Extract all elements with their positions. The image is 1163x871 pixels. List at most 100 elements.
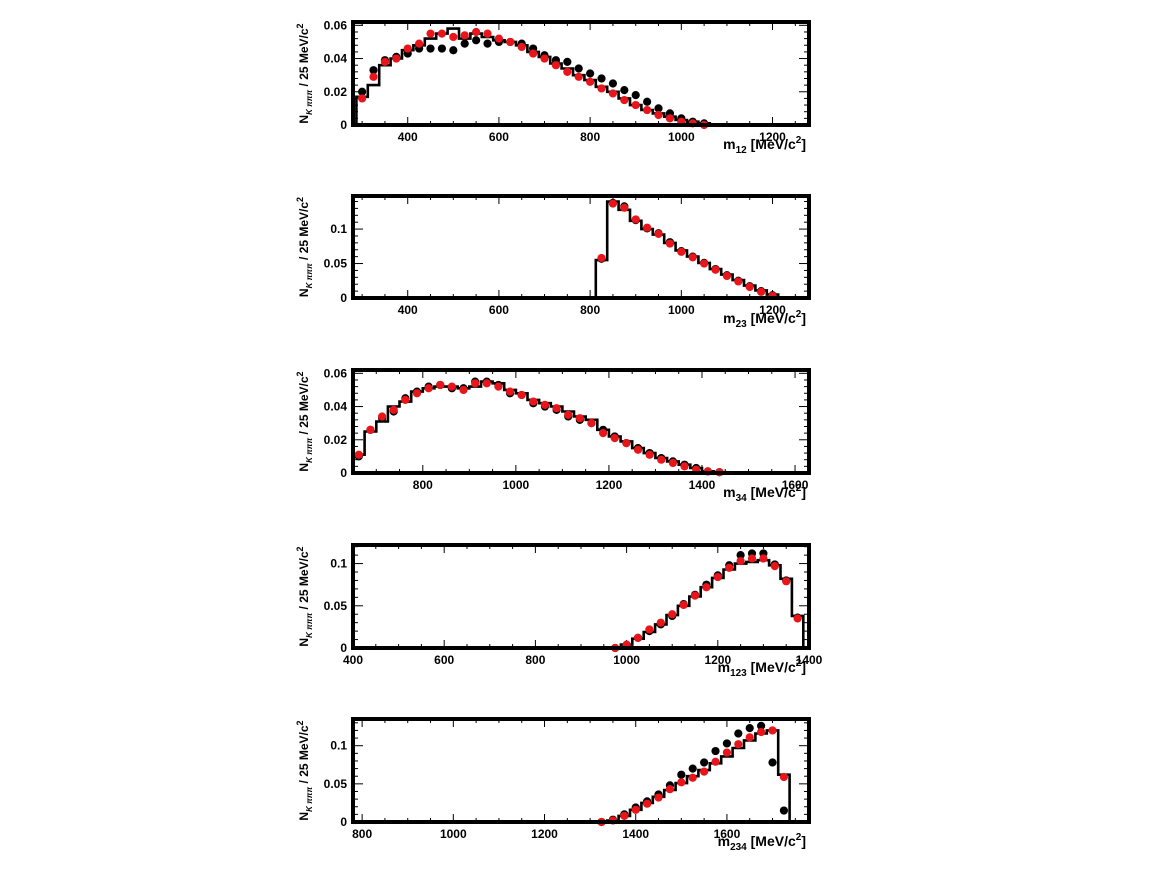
data-point — [529, 49, 538, 58]
data-point — [437, 29, 447, 38]
x-tick-label: 1200 — [704, 653, 731, 667]
y-tick-label: 0.05 — [324, 599, 348, 613]
data-point — [597, 74, 606, 83]
plot-panel-4: 400 600 800 1000 1200 1400 0 0.05 0.1 m123 [MeV/c… — [295, 543, 823, 679]
plot-panel-2: 400 600 800 1000 1200 0 0.05 0.1 m23 [MeV/c2] NK … — [295, 194, 811, 330]
y-axis-title: NK πππ / 25 MeV/c2 — [295, 546, 314, 646]
y-axis-title: NK πππ / 25 MeV/c2 — [295, 197, 314, 297]
x-tick-label: 800 — [580, 130, 600, 144]
x-tick-label: 1000 — [668, 130, 695, 144]
plot-frame — [351, 194, 811, 300]
data-point — [734, 729, 743, 738]
data-point — [540, 400, 550, 409]
x-tick-label: 600 — [434, 653, 454, 667]
data-point — [563, 67, 572, 76]
data-point — [358, 94, 367, 103]
data-point — [665, 114, 675, 123]
data-point — [759, 554, 768, 563]
data-point — [551, 61, 561, 70]
y-tick-label: 0.02 — [324, 85, 348, 99]
data-point — [529, 397, 538, 406]
x-tick-label: 1000 — [503, 478, 530, 492]
data-point — [377, 412, 387, 421]
data-point — [768, 758, 777, 767]
y-tick-label: 0.1 — [330, 739, 347, 753]
y-tick-label: 0.1 — [330, 557, 347, 571]
data-point — [680, 462, 689, 471]
data-point — [620, 86, 629, 95]
data-point — [369, 72, 378, 81]
data-point — [688, 773, 697, 782]
data-point — [574, 64, 583, 73]
data-point — [424, 384, 433, 393]
data-point — [354, 450, 363, 459]
data-point — [656, 618, 665, 627]
data-point — [722, 739, 732, 748]
x-tick-label: 1200 — [759, 130, 786, 144]
data-point — [540, 54, 549, 63]
data-point — [471, 379, 480, 388]
y-tick-label: 0.06 — [324, 18, 348, 32]
y-tick-label: 0.02 — [324, 433, 348, 447]
plot-panel-1: 400 600 800 1000 1200 0 0.02 0.04 0.06 m12 [MeV/c… — [295, 18, 811, 156]
histogram-line — [351, 380, 727, 474]
red-marker-series — [354, 379, 724, 477]
x-axis-title: m123 [MeV/c2] — [718, 658, 806, 679]
data-point — [472, 27, 481, 37]
data-point — [643, 97, 652, 106]
data-point — [460, 31, 469, 40]
data-point — [700, 767, 709, 776]
x-tick-label: 600 — [489, 303, 509, 317]
data-point — [459, 385, 468, 395]
plot-panel-5: 800 1000 1200 1400 1600 0 0.05 0.1 m234 [MeV/c2]… — [295, 717, 811, 853]
x-tick-label: 1000 — [440, 827, 467, 841]
y-axis-title: NK πππ / 25 MeV/c2 — [295, 23, 314, 123]
data-point — [643, 105, 652, 115]
data-point — [552, 404, 561, 413]
data-point — [564, 410, 573, 419]
data-point — [436, 380, 445, 390]
x-tick-label: 1200 — [596, 478, 623, 492]
data-point — [506, 37, 515, 47]
data-point — [725, 563, 734, 572]
data-point — [460, 39, 469, 48]
data-point — [620, 95, 629, 105]
data-point — [620, 811, 629, 820]
data-point — [437, 44, 447, 53]
data-point — [401, 395, 410, 405]
data-point — [793, 614, 802, 623]
data-point — [608, 79, 618, 88]
data-point — [679, 600, 688, 610]
data-point — [620, 203, 629, 212]
x-tick-label: 1600 — [782, 478, 809, 492]
data-point — [599, 429, 608, 438]
data-point — [711, 265, 720, 274]
y-tick-label: 0 — [340, 291, 347, 305]
data-point — [426, 29, 435, 38]
data-point — [447, 382, 456, 391]
x-axis-title: m234 [MeV/c2] — [718, 832, 806, 853]
data-point — [668, 610, 677, 619]
data-point — [392, 54, 401, 63]
plot-frame — [351, 368, 811, 475]
data-point — [517, 390, 526, 400]
x-tick-label: 1600 — [714, 827, 741, 841]
data-point — [757, 721, 766, 730]
data-point — [622, 438, 631, 448]
y-axis-title: NK πππ / 25 MeV/c2 — [295, 371, 314, 471]
data-point — [586, 69, 595, 78]
data-point — [757, 287, 766, 296]
data-point — [643, 799, 652, 808]
x-tick-label: 1000 — [613, 653, 640, 667]
data-point — [412, 389, 422, 398]
data-point — [631, 90, 640, 100]
red-marker-series — [358, 27, 709, 130]
x-tick-label: 1200 — [759, 303, 786, 317]
data-point — [713, 572, 722, 582]
data-point — [597, 253, 606, 263]
y-tick-label: 0.04 — [324, 400, 348, 414]
x-axis-title: m12 [MeV/c2] — [723, 135, 806, 156]
data-point — [389, 405, 398, 414]
data-point — [645, 625, 654, 634]
data-point — [657, 455, 666, 464]
